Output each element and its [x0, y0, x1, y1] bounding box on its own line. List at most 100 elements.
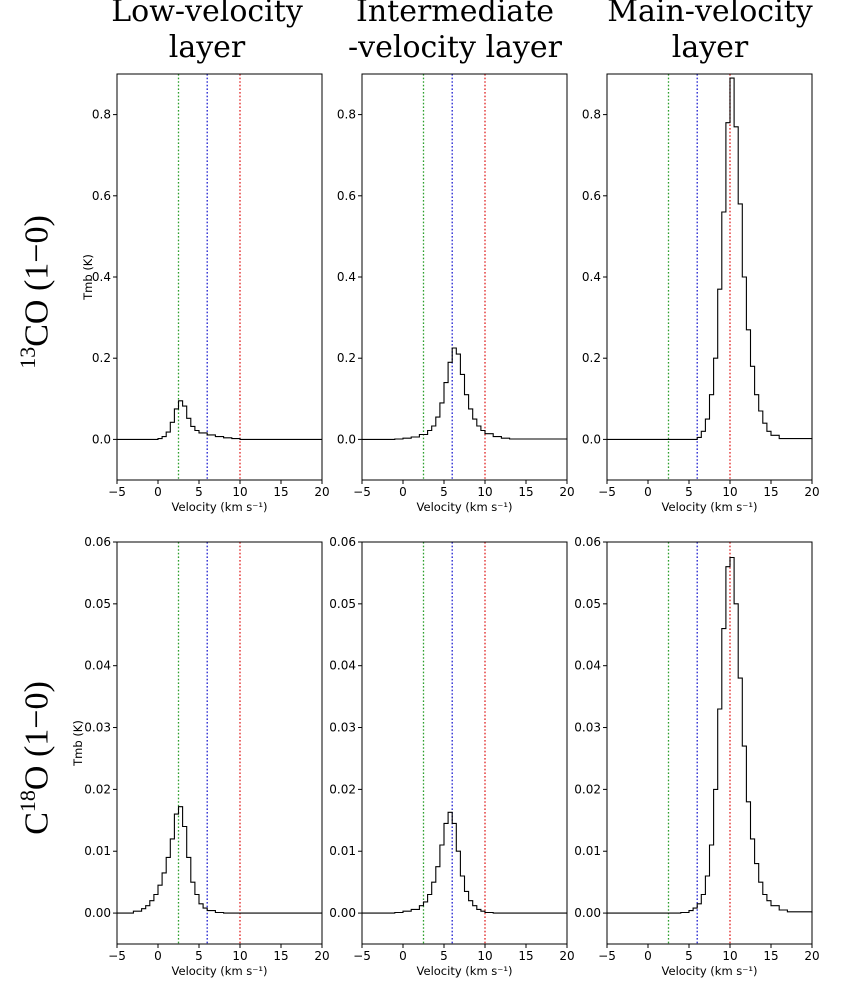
- y-tick-label: 0.6: [582, 189, 601, 203]
- y-tick-label: 0.2: [92, 351, 111, 365]
- y-tick-label: 0.2: [582, 351, 601, 365]
- spectrum-line: [362, 811, 567, 914]
- y-tick-label: 0.00: [84, 906, 111, 920]
- y-tick-label: 0.05: [329, 597, 356, 611]
- spectrum-panel-r1-c0: −5 0 5 10 15 20 0.00 0.01 0.02 0.03 0.04 0.05 0.06 Ve…: [71, 535, 330, 978]
- x-tick-label: 15: [763, 949, 778, 963]
- y-tick-label: 0.0: [92, 432, 111, 446]
- x-axis-label: Velocity (km s⁻¹): [172, 964, 268, 978]
- y-tick-label: 0.6: [337, 189, 356, 203]
- x-tick-label: 10: [722, 949, 737, 963]
- x-tick-label: 10: [722, 485, 737, 499]
- spectrum-line: [117, 806, 322, 914]
- x-tick-label: 0: [644, 949, 652, 963]
- x-tick-label: 10: [232, 485, 247, 499]
- x-tick-label: 5: [440, 949, 448, 963]
- y-tick-label: 0.05: [84, 597, 111, 611]
- x-tick-label: −5: [108, 485, 126, 499]
- x-tick-label: 5: [440, 485, 448, 499]
- x-tick-label: 5: [195, 949, 203, 963]
- y-tick-label: 0.03: [574, 721, 601, 735]
- axes-frame: [606, 541, 813, 945]
- y-tick-label: 0.06: [574, 535, 601, 549]
- column-title-line-2: layer: [168, 30, 246, 65]
- spectrum-panel-r0-c0: −5 0 5 10 15 20 0.0 0.2 0.4 0.6 0.8 Velocity (km s⁻…: [81, 73, 330, 514]
- x-axis-label: Velocity (km s⁻¹): [417, 500, 513, 514]
- y-tick-label: 0.0: [582, 432, 601, 446]
- column-title-line-1: Intermediate: [355, 0, 555, 29]
- x-tick-label: 15: [518, 485, 533, 499]
- x-tick-label: 20: [804, 949, 819, 963]
- y-tick-label: 0.02: [84, 782, 111, 796]
- y-tick-label: 0.8: [582, 108, 601, 122]
- x-axis-label: Velocity (km s⁻¹): [417, 964, 513, 978]
- x-tick-label: 5: [195, 485, 203, 499]
- axes-frame: [116, 73, 323, 481]
- x-tick-label: −5: [598, 485, 616, 499]
- y-tick-label: 0.4: [582, 270, 601, 284]
- x-tick-label: 20: [804, 485, 819, 499]
- y-tick-label: 0.6: [92, 189, 111, 203]
- x-tick-label: −5: [108, 949, 126, 963]
- x-axis-label: Velocity (km s⁻¹): [662, 964, 758, 978]
- x-tick-label: 10: [232, 949, 247, 963]
- x-tick-label: 0: [399, 485, 407, 499]
- x-tick-label: −5: [598, 949, 616, 963]
- column-title-low-velocity: Low-velocity layer: [97, 0, 317, 66]
- x-axis-label: Velocity (km s⁻¹): [662, 500, 758, 514]
- spectrum-line: [362, 347, 568, 440]
- y-tick-label: 0.03: [329, 721, 356, 735]
- y-tick-label: 0.06: [329, 535, 356, 549]
- spectrum-line: [117, 400, 322, 440]
- x-tick-label: 15: [518, 949, 533, 963]
- x-tick-label: 5: [685, 485, 693, 499]
- x-tick-label: 20: [314, 485, 329, 499]
- x-tick-label: 15: [273, 485, 288, 499]
- axes-frame: [361, 541, 568, 945]
- y-tick-label: 0.04: [574, 659, 601, 673]
- y-tick-label: 0.4: [337, 270, 356, 284]
- column-title-line-2: layer: [671, 30, 749, 65]
- x-tick-label: 15: [763, 485, 778, 499]
- spectrum-panel-r1-c1: −5 0 5 10 15 20 0.00 0.01 0.02 0.03 0.04 0.05 0.06 Ve…: [329, 535, 574, 978]
- x-tick-label: 15: [273, 949, 288, 963]
- x-tick-label: 0: [154, 485, 162, 499]
- x-tick-label: 0: [399, 949, 407, 963]
- axes-frame: [361, 73, 568, 481]
- y-axis-label: Tmb (K): [71, 720, 85, 767]
- spectrum-line: [607, 77, 813, 440]
- y-tick-label: 0.04: [84, 659, 111, 673]
- column-title-line-1: Main-velocity: [607, 0, 813, 29]
- spectrum-line: [607, 556, 813, 914]
- y-tick-label: 0.01: [84, 844, 111, 858]
- column-title-line-1: Low-velocity: [111, 0, 303, 29]
- y-tick-label: 0.02: [329, 782, 356, 796]
- y-tick-label: 0.01: [329, 844, 356, 858]
- x-tick-label: 20: [559, 485, 574, 499]
- x-tick-label: −5: [353, 949, 371, 963]
- x-tick-label: 0: [154, 949, 162, 963]
- y-tick-label: 0.2: [337, 351, 356, 365]
- y-tick-label: 0.05: [574, 597, 601, 611]
- x-tick-label: 10: [477, 485, 492, 499]
- x-tick-label: 20: [314, 949, 329, 963]
- column-title-line-2: -velocity layer: [348, 30, 562, 65]
- y-tick-label: 0.8: [92, 108, 111, 122]
- x-tick-label: −5: [353, 485, 371, 499]
- spectrum-panel-r1-c2: −5 0 5 10 15 20 0.00 0.01 0.02 0.03 0.04 0.05 0.06 Ve…: [574, 535, 819, 978]
- axes-frame: [116, 541, 323, 945]
- column-title-intermediate-velocity: Intermediate -velocity layer: [340, 0, 570, 66]
- y-tick-label: 0.8: [337, 108, 356, 122]
- y-tick-label: 0.4: [92, 270, 111, 284]
- y-axis-label: Tmb (K): [81, 254, 95, 301]
- y-tick-label: 0.0: [337, 432, 356, 446]
- spectrum-panel-r0-c1: −5 0 5 10 15 20 0.0 0.2 0.4 0.6 0.8 Velocity (km s⁻…: [337, 73, 575, 514]
- x-axis-label: Velocity (km s⁻¹): [172, 500, 268, 514]
- spectrum-panel-r0-c2: −5 0 5 10 15 20 0.0 0.2 0.4 0.6 0.8 Velocity (km s⁻…: [582, 73, 820, 514]
- y-tick-label: 0.01: [574, 844, 601, 858]
- x-tick-label: 5: [685, 949, 693, 963]
- x-tick-label: 0: [644, 485, 652, 499]
- y-tick-label: 0.00: [574, 906, 601, 920]
- y-tick-label: 0.06: [84, 535, 111, 549]
